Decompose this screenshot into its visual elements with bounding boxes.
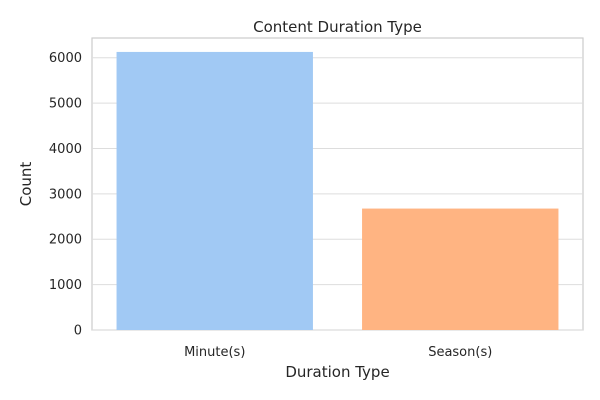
- y-axis-label: Count: [17, 162, 35, 207]
- y-tick-label: 4000: [49, 142, 82, 157]
- bar-1: [116, 51, 313, 330]
- x-tick-label: Minute(s): [184, 345, 245, 360]
- x-axis-ticks: Minute(s) Season(s): [184, 345, 492, 360]
- y-tick-label: 3000: [49, 187, 82, 202]
- y-tick-label: 6000: [49, 51, 82, 66]
- x-tick-label: Season(s): [428, 345, 492, 360]
- x-axis-label: Duration Type: [285, 363, 389, 381]
- y-tick-label: 5000: [49, 97, 82, 112]
- chart-title: Content Duration Type: [253, 18, 422, 36]
- bar-2: [362, 208, 559, 330]
- bars: [116, 51, 559, 330]
- y-axis-ticks: 0 1000 2000 3000 4000 5000 6000: [49, 51, 82, 338]
- y-tick-label: 2000: [49, 233, 82, 248]
- y-tick-label: 1000: [49, 278, 82, 293]
- y-tick-label: 0: [74, 324, 82, 339]
